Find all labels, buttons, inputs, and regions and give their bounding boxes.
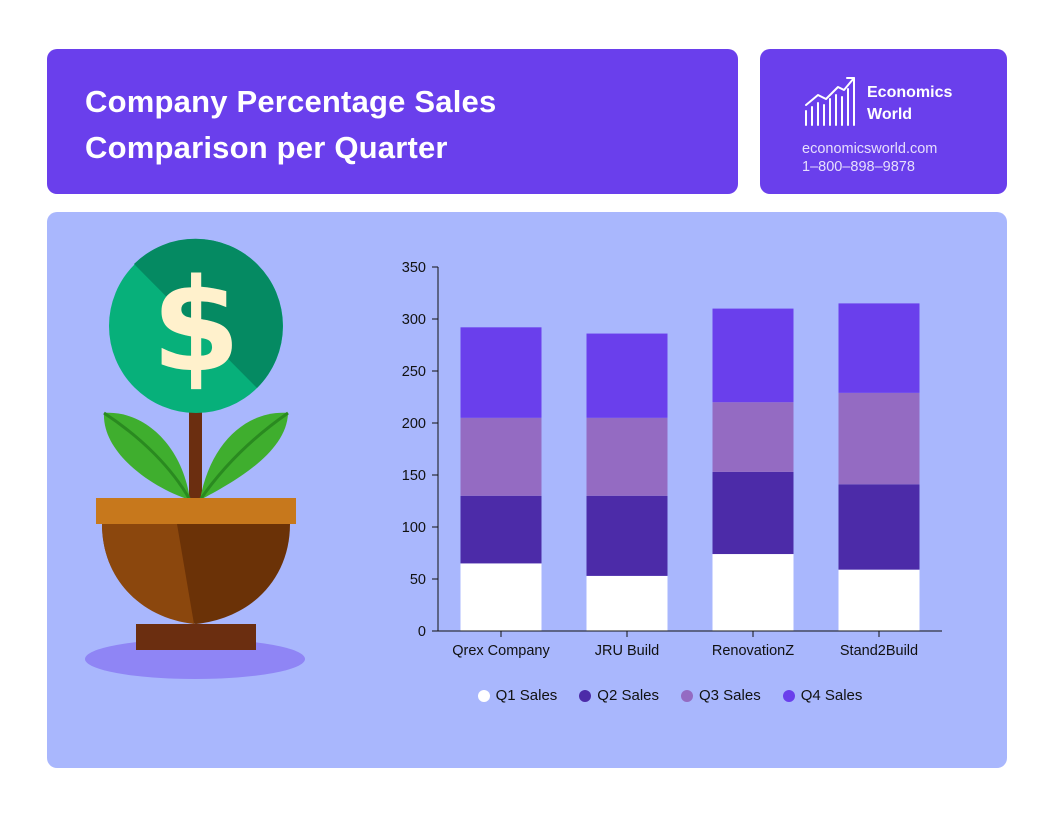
- y-tick-label: 100: [402, 520, 426, 536]
- y-tick-label: 350: [402, 260, 426, 276]
- bar-q2-sales-2: [712, 471, 794, 555]
- title-card: Company Percentage Sales Comparison per …: [47, 49, 738, 194]
- stacked-bar-chart: Qrex Company JRU Build RenovationZ Stand2Bu…: [402, 260, 942, 659]
- legend-label: Q4 Sales: [800, 687, 863, 704]
- y-tick-label: 50: [410, 572, 426, 588]
- brand-website: economicsworld.com: [802, 141, 938, 157]
- page-title-line-2: Comparison per Quarter: [85, 130, 448, 165]
- bar-q3-sales-2: [712, 402, 794, 472]
- bar-q1-sales-0: [460, 563, 542, 631]
- legend-swatch: [477, 689, 490, 702]
- chart-legend: Q1 Sales Q2 Sales Q3 Sales Q4 Sales: [440, 687, 900, 704]
- bars-layer: [460, 303, 920, 631]
- brand-name: Economics World: [867, 82, 952, 126]
- legend-item-q4-sales: Q4 Sales: [782, 687, 863, 704]
- bar-q2-sales-0: [460, 495, 542, 564]
- bar-q4-sales-2: [712, 308, 794, 403]
- x-tick-label: Stand2Build: [840, 643, 918, 659]
- y-tick-label: 150: [402, 468, 426, 484]
- x-tick-label: JRU Build: [595, 643, 659, 659]
- legend-item-q3-sales: Q3 Sales: [681, 687, 761, 704]
- bar-q4-sales-1: [586, 333, 668, 418]
- brand-name-line-1: Economics: [867, 84, 953, 101]
- x-tick-label: Qrex Company: [452, 643, 550, 659]
- legend-swatch: [681, 689, 693, 702]
- bar-q1-sales-3: [838, 569, 920, 631]
- bar-q1-sales-2: [712, 554, 794, 631]
- brand-name-line-2: World: [867, 106, 913, 123]
- legend-label: Q3 Sales: [699, 687, 761, 704]
- bar-growth-chart-icon: [805, 77, 855, 126]
- bar-q1-sales-1: [586, 575, 668, 631]
- y-tick-label: 300: [402, 312, 426, 328]
- dollar-symbol: $: [151, 252, 240, 401]
- money-plant-icon: $: [85, 238, 305, 679]
- legend-label: Q2 Sales: [597, 687, 659, 704]
- brand-phone: 1–800–898–9878: [802, 159, 915, 175]
- legend-swatch: [782, 689, 795, 702]
- y-tick-label: 200: [402, 416, 426, 432]
- legend-label: Q1 Sales: [495, 687, 558, 704]
- x-tick-label: RenovationZ: [712, 643, 794, 659]
- axes-layer: [432, 266, 942, 637]
- brand-card: Economics World economicsworld.com 1–800…: [760, 49, 1007, 194]
- bar-q2-sales-1: [586, 495, 668, 576]
- y-tick-label: 0: [418, 624, 426, 640]
- legend-swatch: [579, 689, 592, 702]
- bar-q3-sales-0: [460, 417, 542, 496]
- labels-layer: Qrex Company JRU Build RenovationZ Stand2Bu…: [402, 260, 918, 659]
- legend-item-q2-sales: Q2 Sales: [579, 687, 659, 704]
- bar-q2-sales-3: [838, 484, 920, 570]
- legend-item-q1-sales: Q1 Sales: [477, 687, 558, 704]
- bar-q3-sales-1: [586, 417, 668, 496]
- y-tick-label: 250: [402, 364, 426, 380]
- bar-q3-sales-3: [838, 392, 920, 485]
- bar-q4-sales-0: [460, 327, 542, 418]
- bar-q4-sales-3: [838, 303, 920, 393]
- page-title-line-1: Company Percentage Sales: [85, 84, 497, 119]
- brand-contact: economicsworld.com 1–800–898–9878: [802, 140, 937, 176]
